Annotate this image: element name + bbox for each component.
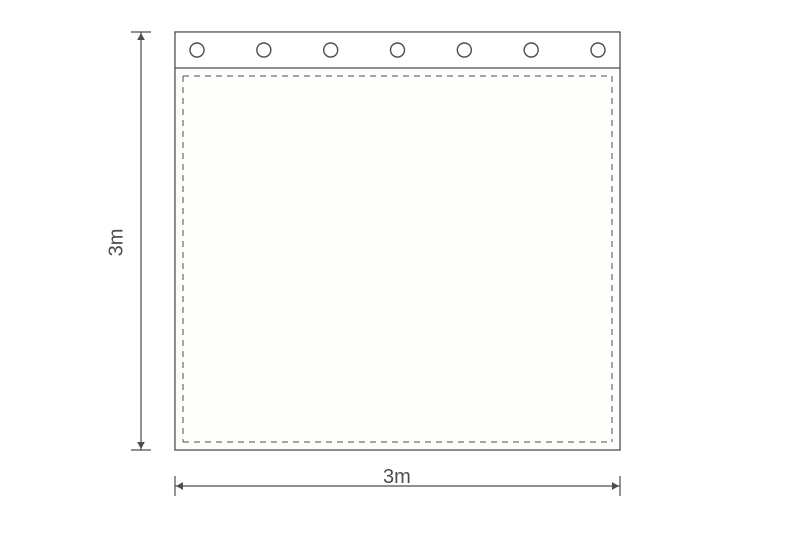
grommet-icon — [457, 43, 471, 57]
diagram-stage: 3m 3m — [0, 0, 800, 533]
grommet-icon — [591, 43, 605, 57]
dimension-horizontal-label: 3m — [383, 466, 411, 489]
panel-body — [175, 68, 620, 450]
grommet-icon — [190, 43, 204, 57]
grommet-icon — [324, 43, 338, 57]
dimension-arrowhead — [137, 442, 145, 449]
dimension-arrowhead — [176, 482, 183, 490]
dimension-vertical-label: 3m — [105, 229, 128, 257]
technical-drawing-svg — [0, 0, 800, 533]
dimension-arrowhead — [137, 33, 145, 40]
grommet-icon — [524, 43, 538, 57]
grommet-icon — [391, 43, 405, 57]
grommet-icon — [257, 43, 271, 57]
dimension-arrowhead — [612, 482, 619, 490]
